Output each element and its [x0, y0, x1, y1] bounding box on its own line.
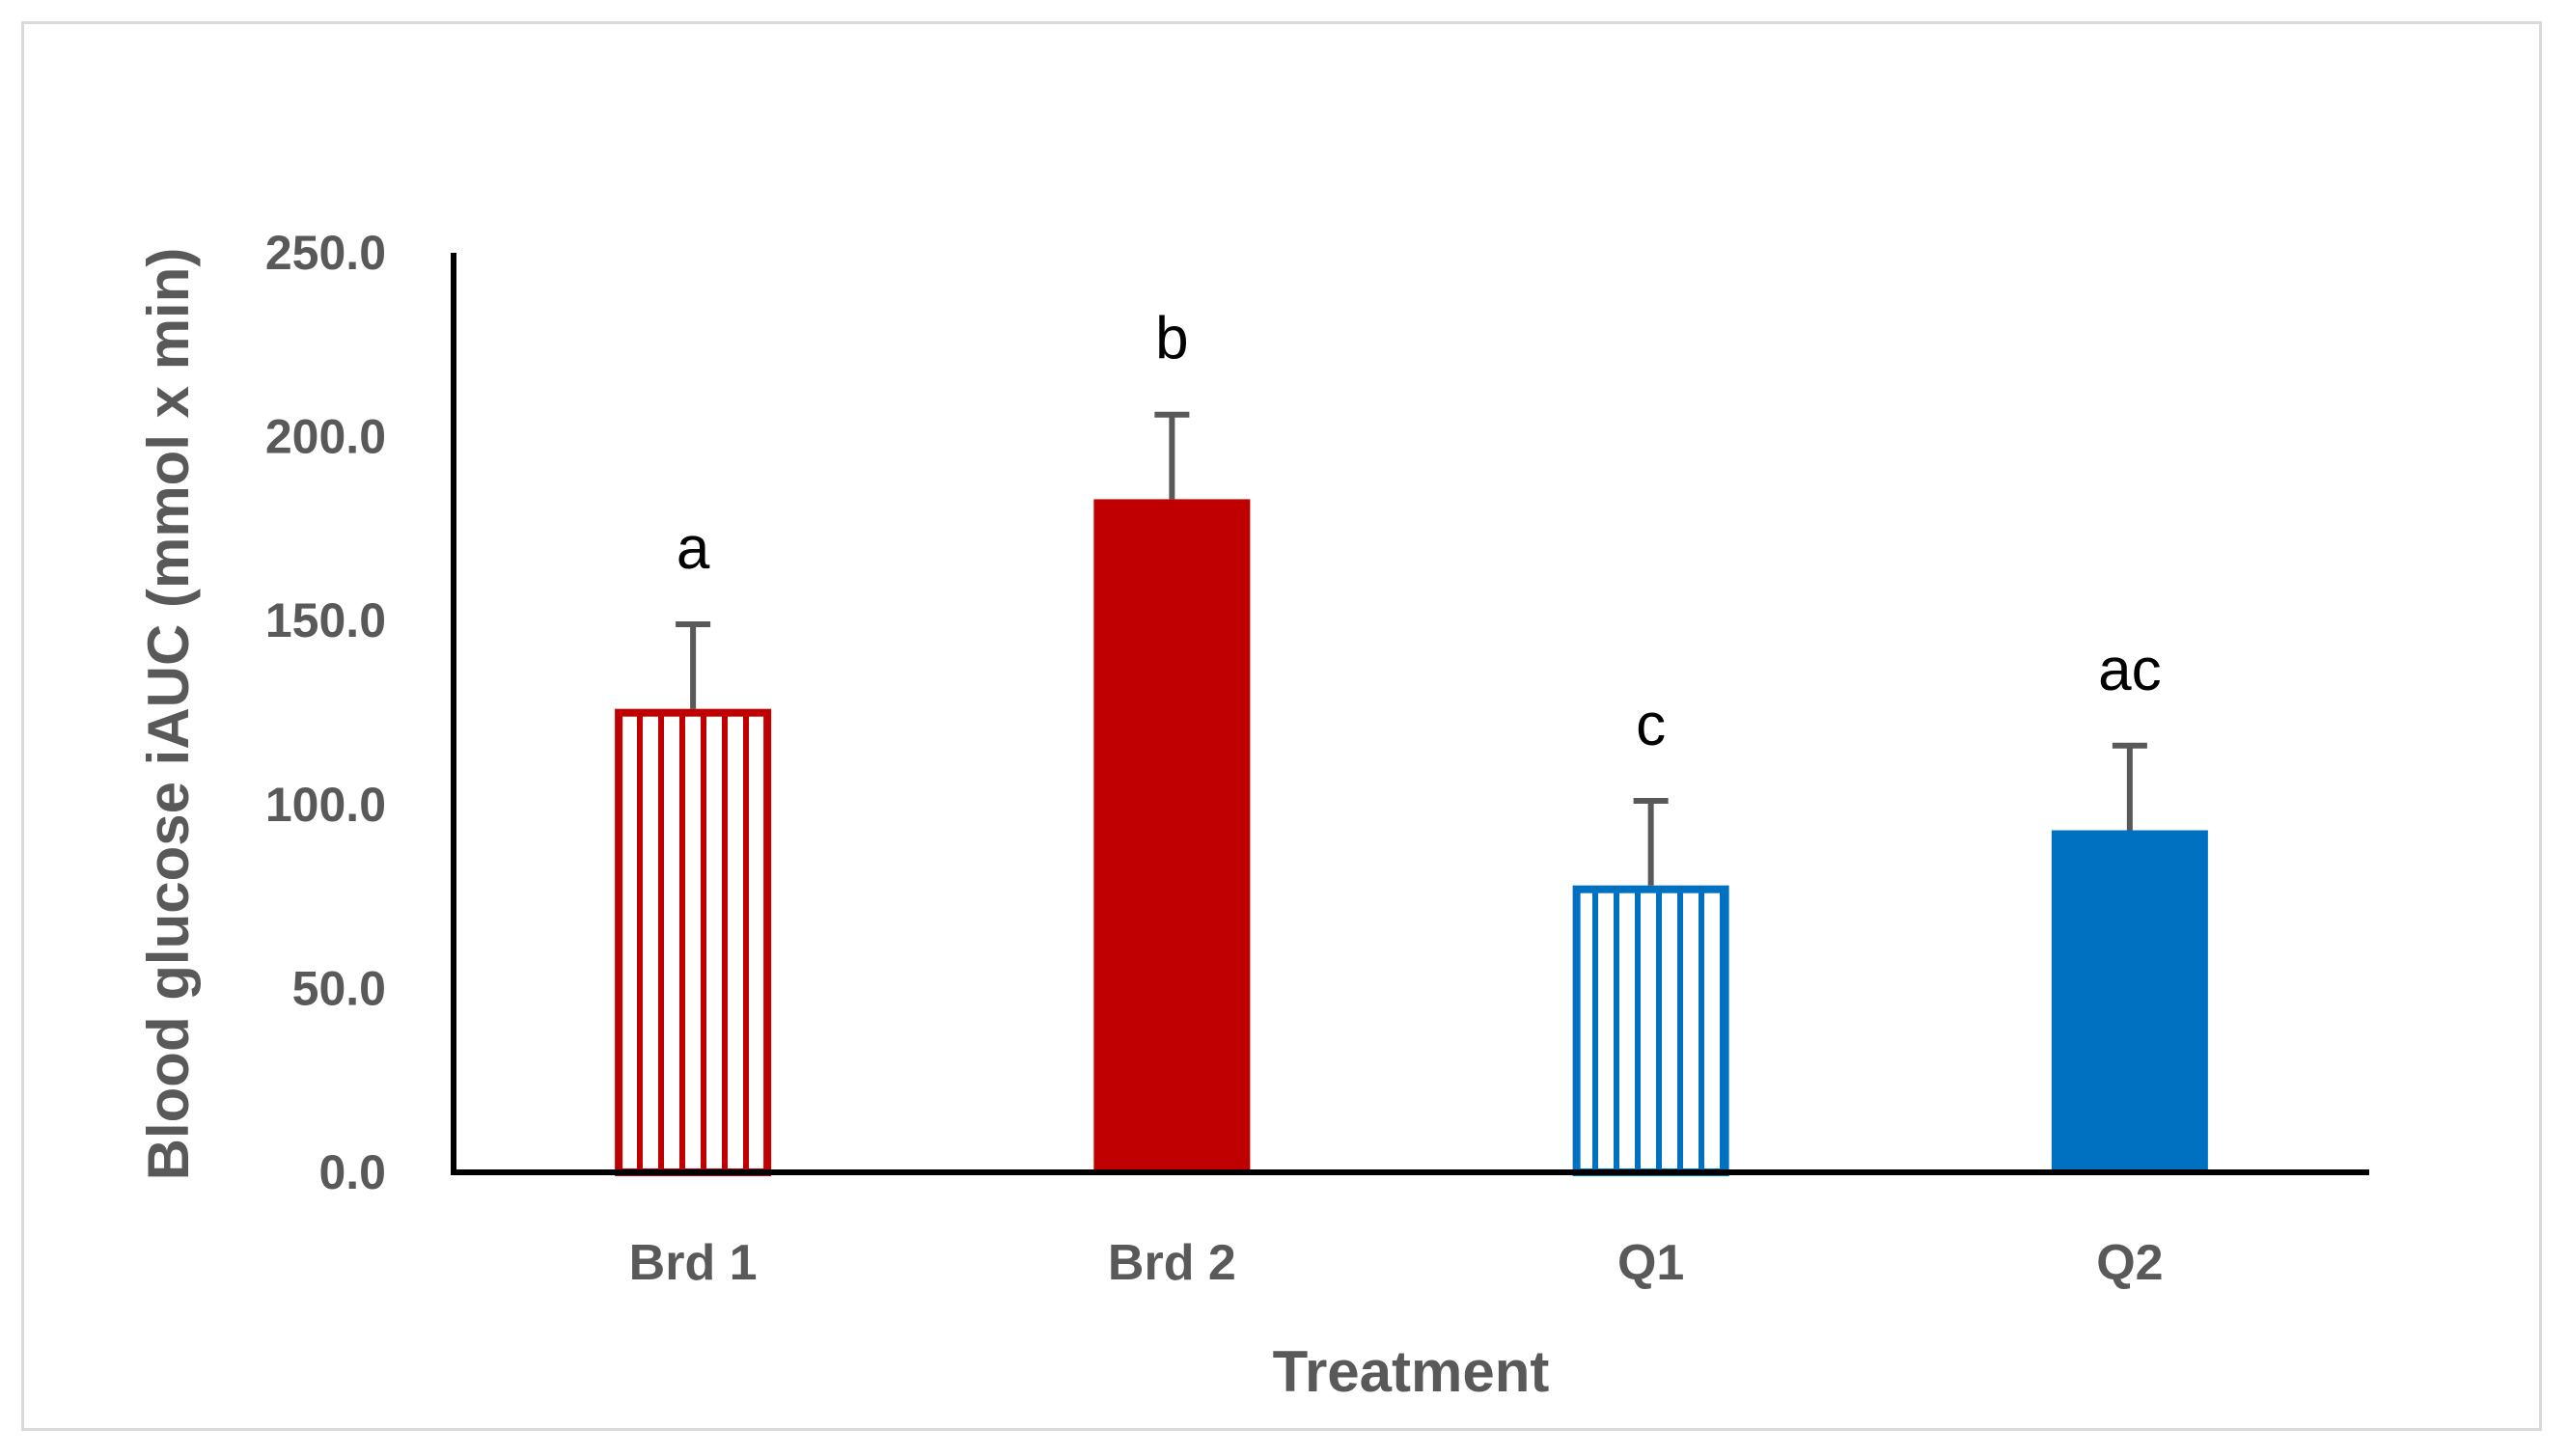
bar-brd-1	[615, 708, 772, 1176]
y-axis-title: Blood glucose iAUC (mmol x min)	[136, 248, 201, 1181]
x-tick-label: Brd 1	[629, 1235, 758, 1291]
significance-label: ac	[2098, 637, 2161, 703]
y-tick-label: 50.0	[292, 961, 386, 1015]
bar-q2	[2051, 830, 2208, 1172]
x-axis-title: Treatment	[1273, 1339, 1550, 1404]
y-tick-label: 0.0	[318, 1145, 386, 1199]
x-tick-label: Brd 2	[1108, 1235, 1236, 1291]
y-tick-label: 250.0	[265, 226, 386, 280]
x-tick-label: Q1	[1617, 1235, 1684, 1291]
y-tick-label: 200.0	[265, 410, 386, 464]
y-tick-label: 100.0	[265, 778, 386, 832]
bar-q1	[1572, 885, 1729, 1176]
x-tick-label: Q2	[2096, 1235, 2163, 1291]
bar-brd-2	[1093, 499, 1251, 1172]
significance-label: a	[677, 515, 710, 582]
significance-label: b	[1155, 306, 1188, 372]
chart-frame	[21, 21, 2542, 1431]
significance-label: c	[1636, 692, 1666, 758]
y-tick-label: 150.0	[265, 593, 386, 647]
